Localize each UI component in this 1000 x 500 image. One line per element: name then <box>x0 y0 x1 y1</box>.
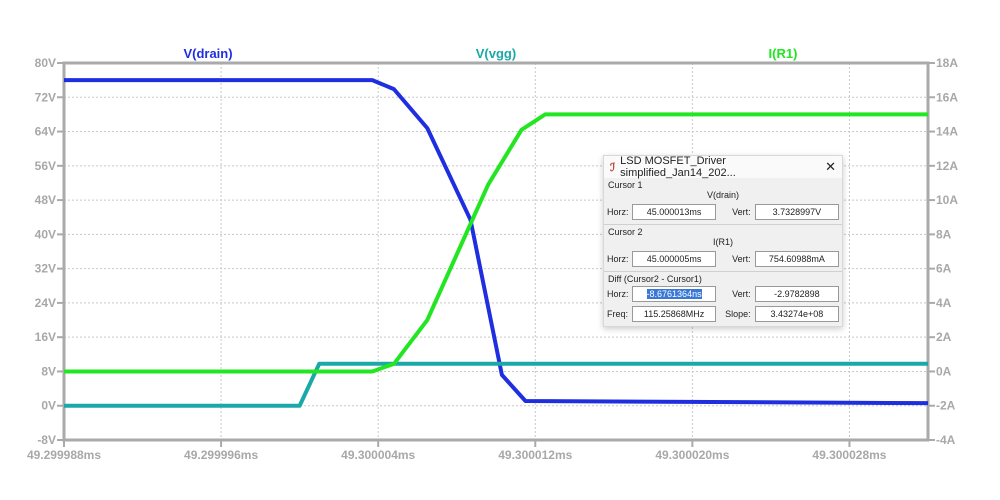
cursor2-vert-field[interactable]: 754.60988mA <box>754 251 840 267</box>
cursor1-vert-field[interactable]: 3.7328997V <box>754 204 840 220</box>
left-tick-label: 72V <box>35 90 56 104</box>
freq-label: Freq: <box>607 309 629 319</box>
cursor2-horz-label: Horz: <box>607 254 629 264</box>
trace-v-vgg <box>64 361 928 408</box>
left-tick-label: 56V <box>35 159 56 173</box>
x-tick-label: 49.299988ms <box>27 448 101 462</box>
cursor1-vert-label: Vert: <box>732 207 751 217</box>
left-tick-label: 32V <box>35 262 56 276</box>
close-icon[interactable]: ✕ <box>825 159 836 174</box>
right-tick-label: 4A <box>936 296 952 310</box>
trace-i-r1 <box>64 112 928 374</box>
right-tick-label: 16A <box>936 90 958 104</box>
diff-vert-label: Vert: <box>732 289 751 299</box>
right-tick-label: 12A <box>936 159 958 173</box>
left-tick-label: 64V <box>35 125 56 139</box>
left-tick-label: 48V <box>35 193 56 207</box>
right-tick-label: -2A <box>936 399 956 413</box>
cursor1-horz-field[interactable]: 45.000013ms <box>631 204 717 220</box>
left-tick-label: 0V <box>41 399 56 413</box>
cursor-dialog[interactable]: ℐ LSD MOSFET_Driver simplified_Jan14_202… <box>603 155 843 327</box>
x-tick-label: 49.300020ms <box>655 448 729 462</box>
cursor2-label: Cursor 2 <box>608 227 643 237</box>
trace-title: V(vgg) <box>476 46 516 61</box>
right-tick-label: 10A <box>936 193 958 207</box>
cursor1-horz-label: Horz: <box>607 207 629 217</box>
slope-field[interactable]: 3.43274e+08 <box>754 306 840 322</box>
diff-horz-label: Horz: <box>607 289 629 299</box>
ltspice-logo-icon: ℐ <box>610 161 616 174</box>
right-tick-label: 2A <box>936 330 952 344</box>
left-tick-label: 40V <box>35 227 56 241</box>
right-tick-label: 8A <box>936 227 952 241</box>
x-tick-label: 49.300004ms <box>341 448 415 462</box>
trace-title: V(drain) <box>183 46 232 61</box>
right-tick-label: 6A <box>936 262 952 276</box>
diff-vert-field[interactable]: -2.9782898 <box>754 286 840 302</box>
cursor2-signal: I(R1) <box>713 237 733 247</box>
cursor1-signal: V(drain) <box>706 190 739 200</box>
diff-label: Diff (Cursor2 - Cursor1) <box>608 274 702 284</box>
right-tick-label: 18A <box>936 56 958 70</box>
dialog-title: LSD MOSFET_Driver simplified_Jan14_202..… <box>620 155 736 179</box>
diff-horz-field[interactable]: -8.6761364ns <box>631 286 717 302</box>
left-tick-label: 8V <box>41 364 56 378</box>
slope-label: Slope: <box>725 309 751 319</box>
diff-horz-value: -8.6761364ns <box>646 289 702 299</box>
trace-title: I(R1) <box>769 46 798 61</box>
right-tick-label: 14A <box>936 125 958 139</box>
left-tick-label: 80V <box>35 56 56 70</box>
left-tick-label: 16V <box>35 330 56 344</box>
cursor2-vert-label: Vert: <box>732 254 751 264</box>
cursor2-horz-field[interactable]: 45.000005ms <box>631 251 717 267</box>
plot-frame <box>62 61 930 442</box>
right-tick-label: -4A <box>936 433 956 447</box>
right-tick-label: 0A <box>936 364 952 378</box>
dialog-titlebar[interactable]: ℐ LSD MOSFET_Driver simplified_Jan14_202… <box>604 155 842 179</box>
left-tick-label: -8V <box>37 433 56 447</box>
cursor1-label: Cursor 1 <box>608 180 643 190</box>
x-tick-label: 49.299996ms <box>184 448 258 462</box>
freq-field[interactable]: 115.25868MHz <box>631 306 717 322</box>
x-tick-label: 49.300028ms <box>812 448 886 462</box>
left-tick-label: 24V <box>35 296 56 310</box>
trace-v-drain <box>64 78 929 406</box>
x-tick-label: 49.300012ms <box>498 448 572 462</box>
